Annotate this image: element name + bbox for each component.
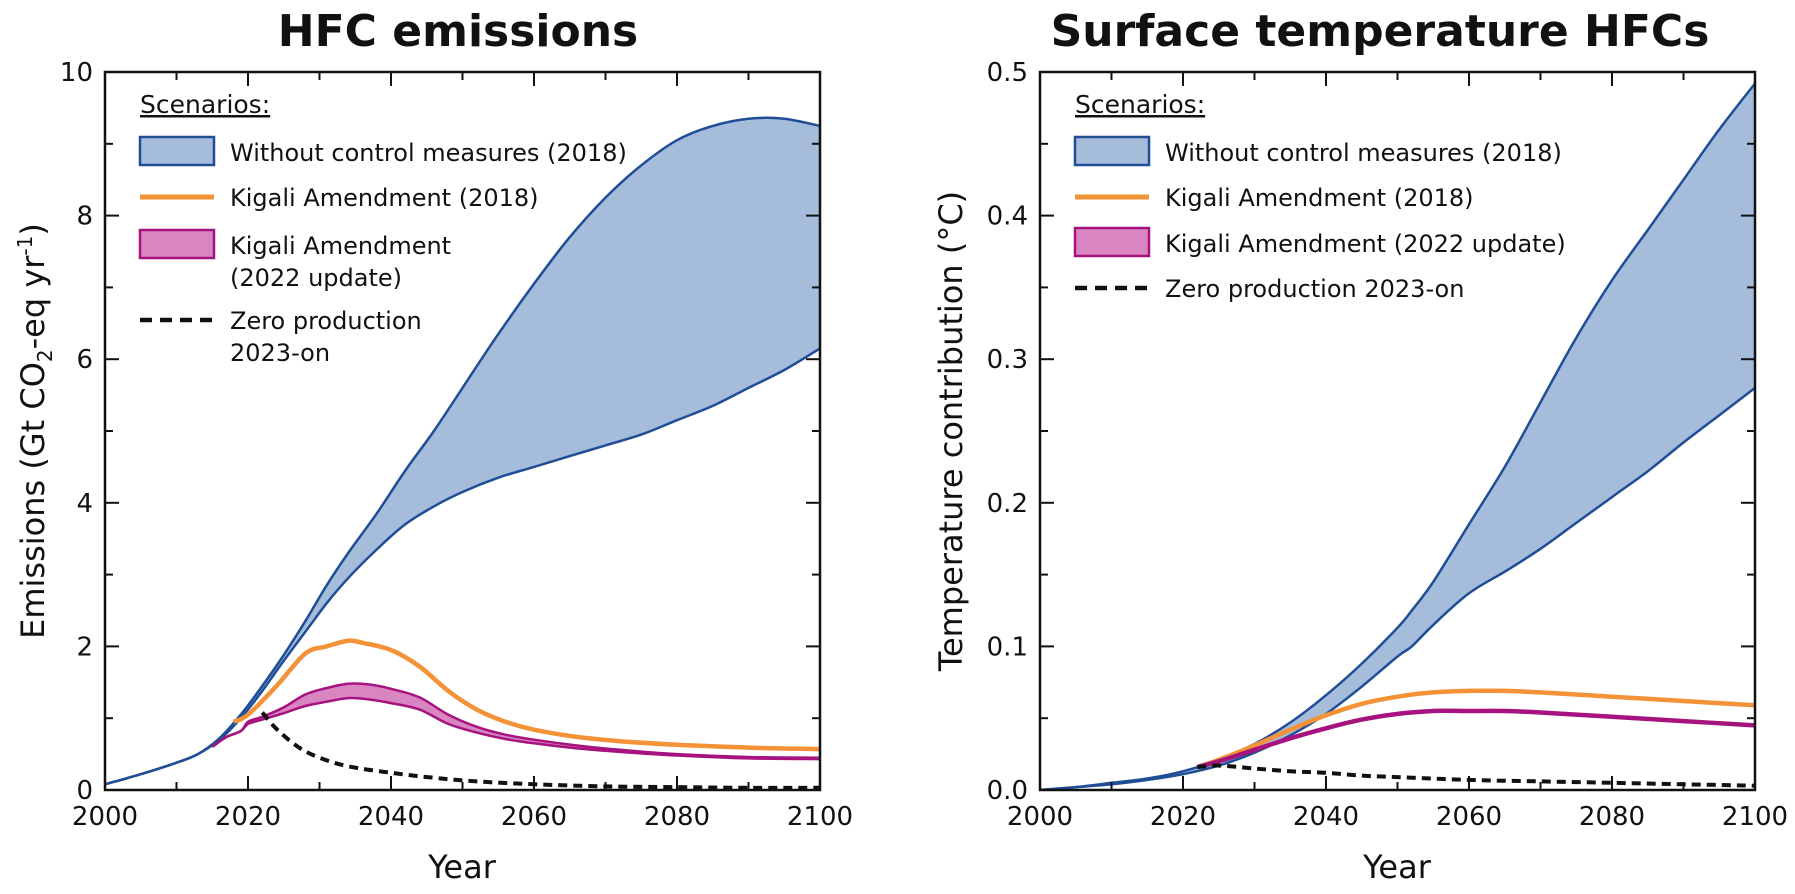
legend-label: Without control measures (2018) <box>230 139 627 167</box>
legend-label: Kigali Amendment (2018) <box>1165 184 1474 212</box>
y-tick-label: 0.5 <box>987 58 1028 88</box>
x-tick-label: 2060 <box>1436 802 1502 832</box>
band-no-control <box>105 117 820 785</box>
y-tick-label: 0.3 <box>987 345 1028 375</box>
y-tick-label: 6 <box>76 345 93 375</box>
legend-item-kigali-2018: Kigali Amendment (2018) <box>140 184 539 212</box>
band-upper-kigali-2022 <box>211 682 820 759</box>
legend-item-zero: Zero production 2023-on <box>1075 275 1464 303</box>
band-upper-no-control <box>1040 82 1755 790</box>
axis-ticks: 2000 2020 2040 2060 2080 2100 0 2 4 6 8 10 <box>60 58 853 832</box>
panel-surface-temperature: Surface temperature HFCs 2000 2020 2040 206… <box>932 6 1788 886</box>
legend-swatch <box>138 135 216 167</box>
y-tick-label: 2 <box>76 632 93 662</box>
legend-label: Kigali Amendment (2022 update) <box>1165 230 1566 258</box>
x-tick-label: 2100 <box>787 802 853 832</box>
panel-hfc-emissions: HFC emissions 2000 2020 2040 2060 2080 210002… <box>13 6 853 886</box>
x-tick-label: 2040 <box>1293 802 1359 832</box>
y-tick-label: 4 <box>76 489 93 519</box>
x-tick-label: 2000 <box>1007 802 1073 832</box>
legend-swatch <box>1073 135 1151 167</box>
legend: Scenarios: Without control measures (2018… <box>1073 90 1566 303</box>
legend-label: Without control measures (2018) <box>1165 139 1562 167</box>
legend-label: Kigali Amendment (2018) <box>230 184 539 212</box>
axis-ticks: 2000 2020 2040 2060 2080 2100 0.0 0.1 0.2 0.3 0.4 0… <box>987 58 1788 832</box>
legend-label: Zero production <box>230 307 422 335</box>
legend-item-zero: Zero production 2023-on <box>140 307 422 367</box>
x-tick-label: 2080 <box>1579 802 1645 832</box>
legend-label: (2022 update) <box>230 264 402 292</box>
chart-title: Surface temperature HFCs <box>1051 6 1710 57</box>
y-tick-label: 0.2 <box>987 489 1028 519</box>
legend-item-no-control: Without control measures (2018) <box>138 135 627 167</box>
y-tick-label: 0 <box>76 776 93 806</box>
y-axis-label: Emissions (Gt CO2-eq yr-1) <box>13 223 57 639</box>
legend-swatch <box>138 228 216 260</box>
y-tick-label: 0.0 <box>987 776 1028 806</box>
x-tick-label: 2100 <box>1722 802 1788 832</box>
line-kigali-2018 <box>232 638 820 752</box>
legend-label: Zero production 2023-on <box>1165 275 1464 303</box>
legend-item-kigali-2018: Kigali Amendment (2018) <box>1075 184 1474 212</box>
legend-heading: Scenarios: <box>140 90 270 119</box>
plot-area <box>105 116 820 790</box>
legend-swatch <box>1073 226 1151 258</box>
legend: Scenarios: Without control measures (2018… <box>138 90 627 367</box>
y-tick-label: 8 <box>76 202 93 232</box>
x-tick-label: 2060 <box>501 802 567 832</box>
x-tick-label: 2040 <box>358 802 424 832</box>
band-lower-no-control <box>1040 386 1755 790</box>
legend-label: 2023-on <box>230 339 330 367</box>
y-tick-label: 0.4 <box>987 202 1028 232</box>
x-tick-label: 2080 <box>644 802 710 832</box>
chart-title: HFC emissions <box>278 6 638 57</box>
x-axis-label: Year <box>427 848 497 886</box>
plot-area <box>1040 82 1755 790</box>
y-axis-label: Temperature contribution (°C) <box>932 191 970 672</box>
line-kigali-2022 <box>1196 708 1755 770</box>
band-lower-no-control <box>105 347 820 786</box>
x-tick-label: 2000 <box>72 802 138 832</box>
legend-item-kigali-2022: Kigali Amendment (2022 update) <box>138 228 451 292</box>
x-tick-label: 2020 <box>1150 802 1216 832</box>
y-tick-label: 10 <box>60 58 93 88</box>
x-tick-label: 2020 <box>215 802 281 832</box>
legend-item-no-control: Without control measures (2018) <box>1073 135 1562 167</box>
line-zero <box>1197 763 1755 788</box>
band-no-control <box>1040 83 1755 790</box>
legend-label: Kigali Amendment <box>230 232 451 260</box>
band-lower-kigali-2022 <box>211 696 820 761</box>
line-zero <box>260 711 820 790</box>
legend-heading: Scenarios: <box>1075 90 1205 119</box>
x-axis-label: Year <box>1362 848 1432 886</box>
y-tick-label: 0.1 <box>987 632 1028 662</box>
line-kigali-2018 <box>1196 688 1755 770</box>
legend-item-kigali-2022: Kigali Amendment (2022 update) <box>1073 226 1566 258</box>
